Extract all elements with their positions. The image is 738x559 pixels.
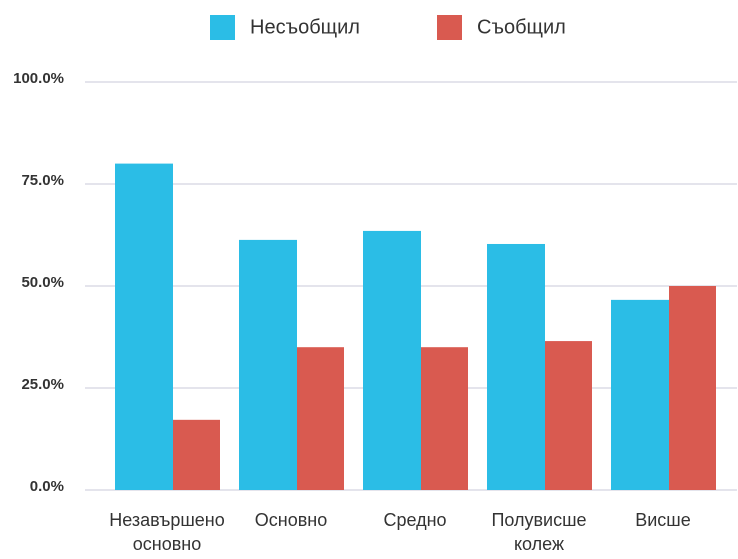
bar — [545, 341, 592, 490]
bar — [239, 239, 297, 490]
y-tick-label: 75.0% — [21, 172, 64, 189]
legend-label: Съобщил — [477, 16, 566, 38]
y-tick-label: 100.0% — [13, 70, 64, 87]
legend-label: Несъобщил — [250, 16, 360, 38]
y-tick-label: 50.0% — [21, 274, 64, 291]
bar — [297, 347, 344, 490]
bar — [421, 347, 468, 490]
x-tick-label: Средно — [383, 510, 447, 530]
legend-swatch — [437, 15, 462, 40]
x-tick-label: Висше — [635, 510, 691, 530]
legend-swatch — [210, 15, 235, 40]
y-tick-label: 0.0% — [30, 478, 64, 495]
bar — [115, 163, 173, 490]
x-tick-label: Незавършено основно — [109, 510, 225, 554]
bar — [487, 243, 545, 490]
bar — [173, 419, 220, 490]
y-tick-label: 25.0% — [21, 376, 64, 393]
bar — [669, 286, 716, 490]
bar — [611, 299, 669, 490]
x-tick-label: Основно — [254, 510, 328, 530]
bar — [363, 230, 421, 491]
x-tick-label: Полувисше колеж — [491, 510, 587, 554]
